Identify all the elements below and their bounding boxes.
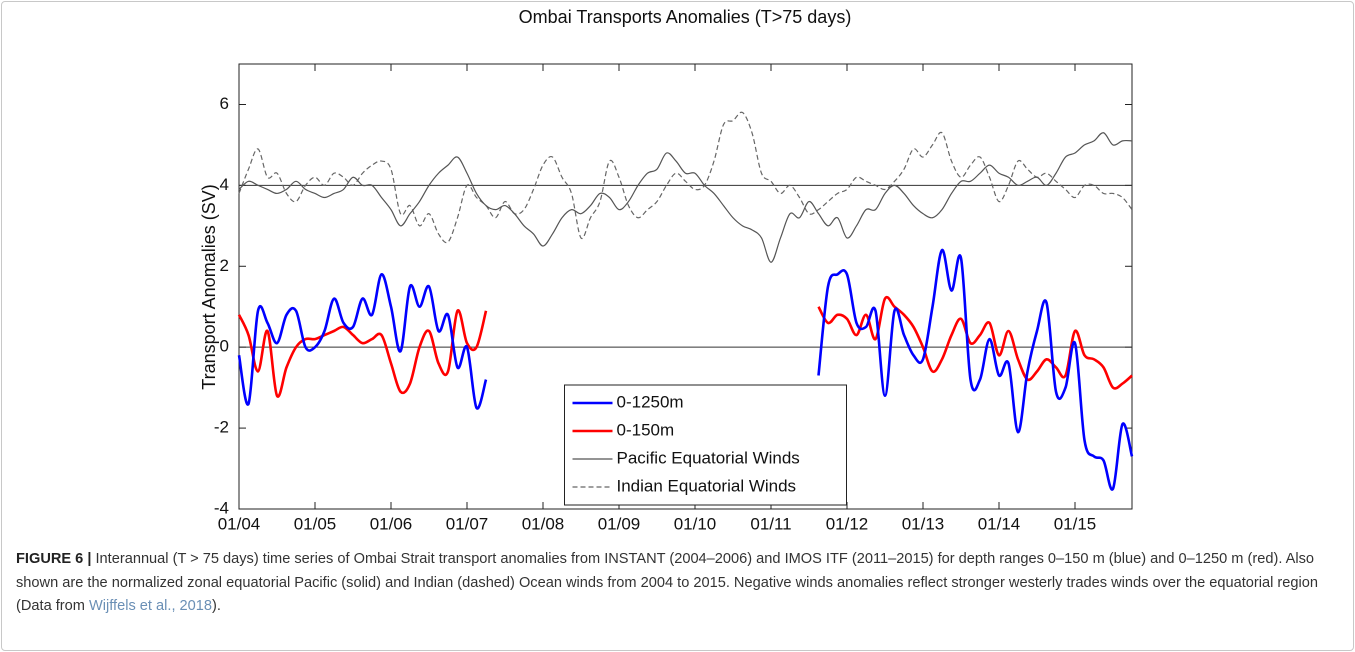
series-line — [238, 111, 1133, 244]
x-tick-label: 01/15 — [1054, 514, 1097, 533]
legend-box — [564, 384, 847, 506]
x-tick-label: 01/13 — [902, 514, 945, 533]
x-tick-label: 01/05 — [294, 514, 337, 533]
legend: 0-1250m 0-150m Pacific Equatorial Winds Ind… — [564, 384, 847, 506]
plot-frame — [238, 63, 1133, 510]
x-tick-label: 01/06 — [370, 514, 413, 533]
series-line — [237, 248, 1134, 491]
series-line — [237, 295, 1133, 398]
caption-label: FIGURE 6 | — [16, 551, 92, 567]
y-tick-label: 6 — [220, 94, 229, 113]
legend-label: Pacific Equatorial Winds — [617, 448, 800, 467]
chart: Ombai Transports Anomalies (T>75 days) T… — [199, 7, 1134, 533]
caption-text: Interannual (T > 75 days) time series of… — [16, 551, 1318, 614]
x-tick-label: 01/12 — [826, 514, 869, 533]
x-tick-label: 01/14 — [978, 514, 1021, 533]
x-tick-label: 01/04 — [218, 514, 261, 533]
chart-title: Ombai Transports Anomalies (T>75 days) — [519, 7, 852, 27]
legend-label: 0-150m — [617, 420, 675, 439]
legend-label: Indian Equatorial Winds — [617, 476, 797, 495]
x-tick-label: 01/11 — [750, 514, 791, 533]
y-axis-label: Transport Anomalies (SV) — [199, 184, 219, 389]
legend-label: 0-1250m — [617, 392, 684, 411]
x-tick-label: 01/07 — [446, 514, 489, 533]
x-tick-label: 01/10 — [674, 514, 717, 533]
caption-link[interactable]: Wijffels et al., 2018 — [88, 598, 213, 614]
y-tick-label: -4 — [214, 498, 229, 517]
y-tick-label: 2 — [220, 256, 229, 275]
x-tick-label: 01/08 — [522, 514, 565, 533]
y-tick-label: 0 — [220, 337, 229, 356]
caption: FIGURE 6 | Interannual (T > 75 days) tim… — [16, 548, 1341, 619]
y-tick-label: 4 — [220, 175, 229, 194]
x-tick-label: 01/09 — [598, 514, 641, 533]
caption-text-end: ). — [212, 598, 221, 614]
series-line — [238, 132, 1133, 263]
y-tick-label: -2 — [214, 418, 229, 437]
